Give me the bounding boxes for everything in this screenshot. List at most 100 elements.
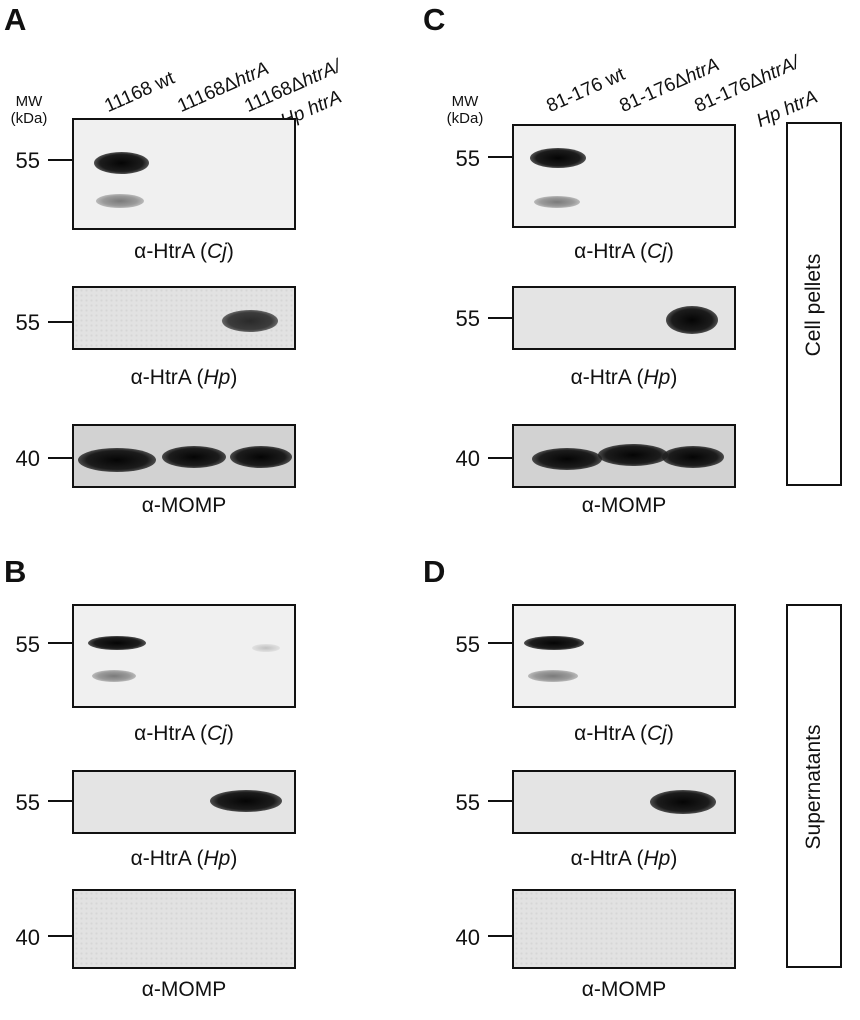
mw-tick-d3 (488, 935, 512, 937)
mw-tick-b1 (48, 642, 72, 644)
antibody-text: α-HtrA ( (570, 366, 644, 389)
antibody-text: α-HtrA ( (130, 366, 204, 389)
antibody-italic: Hp (203, 366, 231, 389)
mw-marker-c1: 55 (455, 146, 480, 171)
mw-tick-a3 (48, 457, 72, 459)
antibody-label-b3: α-MOMP (72, 979, 296, 1000)
mw-marker-b2: 55 (15, 790, 40, 815)
antibody-text: α-HtrA ( (130, 847, 204, 870)
blot-a-htra-hp (72, 286, 296, 350)
band (162, 446, 226, 468)
band (94, 152, 149, 174)
mw-text: MW (15, 93, 43, 110)
antibody-italic: Cj (206, 722, 227, 745)
mw-marker-d3: 40 (455, 925, 480, 950)
antibody-text: ) (230, 847, 238, 870)
mw-marker-c3: 40 (455, 446, 480, 471)
lane-label-italic: htrA/ (298, 55, 344, 92)
band (88, 636, 146, 650)
panel-letter-d: D (423, 554, 446, 589)
mw-marker-b1: 55 (15, 632, 40, 657)
antibody-text: α-HtrA ( (134, 722, 207, 745)
antibody-text: ) (670, 847, 678, 870)
lane-label-c-1: 81-176 wt (543, 64, 628, 117)
antibody-label-a2: α-HtrA (Hp) (72, 367, 296, 388)
antibody-label-c2: α-HtrA (Hp) (512, 367, 736, 388)
band (96, 194, 144, 208)
antibody-label-d2: α-HtrA (Hp) (512, 848, 736, 869)
mw-tick-d1 (488, 642, 512, 644)
antibody-italic: Cj (206, 240, 227, 263)
band (532, 448, 602, 470)
antibody-text: α-HtrA ( (574, 240, 647, 263)
mw-tick-a1 (48, 159, 72, 161)
kda-text: (kDa) (446, 110, 484, 127)
antibody-italic: Cj (646, 240, 667, 263)
panel-letter-c: C (423, 2, 446, 37)
antibody-italic: Hp (643, 847, 671, 870)
mw-tick-c3 (488, 457, 512, 459)
blot-a-htra-cj (72, 118, 296, 230)
band (222, 310, 278, 332)
mw-marker-b3: 40 (15, 925, 40, 950)
antibody-text: α-HtrA ( (134, 240, 207, 263)
blot-b-momp (72, 889, 296, 969)
antibody-label-d3: α-MOMP (512, 979, 736, 1000)
blot-c-htra-hp (512, 286, 736, 350)
side-label-supernatants: Supernatants (802, 724, 825, 850)
mw-text: MW (451, 93, 479, 110)
band (78, 448, 156, 472)
antibody-label-c3: α-MOMP (512, 495, 736, 516)
antibody-label-a1: α-HtrA (Cj) (72, 241, 296, 262)
blot-d-htra-cj (512, 604, 736, 708)
lane-label-text: 81-176Δ (616, 68, 691, 117)
antibody-text: α-MOMP (581, 494, 667, 517)
side-box-supernatants (786, 604, 842, 968)
lane-label-text: 11168 wt (101, 67, 178, 117)
antibody-label-a3: α-MOMP (72, 495, 296, 516)
mw-marker-d2: 55 (455, 790, 480, 815)
panel-letter-a: A (4, 2, 27, 37)
band (92, 670, 136, 682)
antibody-label-d1: α-HtrA (Cj) (512, 723, 736, 744)
lane-label-a-1: 11168 wt (101, 68, 177, 117)
antibody-text: α-HtrA ( (574, 722, 647, 745)
mw-tick-b3 (48, 935, 72, 937)
side-box-cell-pellets (786, 122, 842, 486)
mw-tick-b2 (48, 800, 72, 802)
band (230, 446, 292, 468)
mw-marker-d1: 55 (455, 632, 480, 657)
band (528, 670, 578, 682)
antibody-text: α-MOMP (141, 978, 227, 1001)
lane-label-text: 81-176 wt (543, 63, 629, 117)
band (534, 196, 580, 208)
blot-b-htra-hp (72, 770, 296, 834)
antibody-text: ) (666, 240, 674, 263)
mw-marker-a1: 55 (15, 148, 40, 173)
antibody-text: α-MOMP (141, 494, 227, 517)
band (210, 790, 282, 812)
blot-c-momp (512, 424, 736, 488)
antibody-italic: Hp (643, 366, 671, 389)
blot-c-htra-cj (512, 124, 736, 228)
band (662, 446, 724, 468)
mw-tick-a2 (48, 321, 72, 323)
mw-tick-c2 (488, 317, 512, 319)
blot-b-htra-cj (72, 604, 296, 708)
blot-d-momp (512, 889, 736, 969)
mw-tick-c1 (488, 156, 512, 158)
mw-marker-c2: 55 (455, 306, 480, 331)
blot-a-momp (72, 424, 296, 488)
lane-label-text: 11168Δ (174, 72, 241, 117)
band (666, 306, 718, 334)
band (252, 644, 280, 652)
antibody-text: ) (666, 722, 674, 745)
kda-text: (kDa) (10, 110, 48, 127)
mw-label-c: MW (kDa) (440, 93, 490, 127)
mw-label-a: MW (kDa) (4, 93, 54, 127)
blot-d-htra-hp (512, 770, 736, 834)
mw-marker-a3: 40 (15, 446, 40, 471)
mw-tick-d2 (488, 800, 512, 802)
antibody-text: α-MOMP (581, 978, 667, 1001)
mw-marker-a2: 55 (15, 310, 40, 335)
